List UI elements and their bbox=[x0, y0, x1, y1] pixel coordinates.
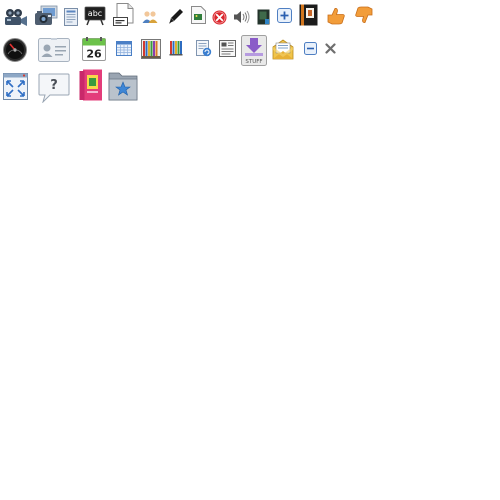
contact-card-icon[interactable] bbox=[38, 38, 70, 62]
spellcheck-text: abc bbox=[88, 9, 102, 18]
book-green-icon[interactable] bbox=[257, 9, 270, 25]
help-bubble-icon[interactable]: ? bbox=[38, 73, 70, 103]
favorites-folder-icon[interactable] bbox=[108, 69, 138, 101]
pencil-icon[interactable] bbox=[168, 8, 184, 24]
blank-page-icon[interactable] bbox=[113, 3, 135, 27]
add-icon[interactable] bbox=[277, 8, 292, 23]
help-mark-text: ? bbox=[50, 78, 58, 93]
close-x-icon[interactable] bbox=[325, 43, 336, 54]
spellcheck-abc-icon[interactable]: abc bbox=[84, 6, 106, 26]
calendar-day-text: 26 bbox=[86, 48, 102, 61]
calendar-icon[interactable]: 26 bbox=[82, 37, 106, 61]
fullscreen-icon[interactable] bbox=[3, 73, 28, 100]
thumbs-up-icon[interactable] bbox=[325, 7, 347, 25]
book-red-icon[interactable] bbox=[79, 69, 103, 101]
users-icon[interactable] bbox=[142, 10, 158, 24]
page-image-icon[interactable] bbox=[191, 6, 206, 24]
bookshelf-color-icon[interactable] bbox=[141, 39, 161, 59]
video-camera-icon[interactable] bbox=[2, 8, 28, 28]
volume-icon[interactable] bbox=[233, 9, 251, 25]
photo-camera-icon[interactable] bbox=[34, 5, 58, 27]
book-dark-icon[interactable] bbox=[299, 4, 318, 26]
minus-icon[interactable] bbox=[304, 42, 317, 55]
download-stuff-label: STUFF bbox=[245, 59, 262, 65]
bookshelf-small-icon[interactable] bbox=[169, 40, 183, 56]
news-page-icon[interactable] bbox=[219, 40, 236, 57]
download-stuff-icon[interactable]: STUFF bbox=[241, 35, 267, 66]
mail-open-icon[interactable] bbox=[272, 38, 294, 60]
speedometer-icon[interactable] bbox=[3, 38, 27, 62]
calendar-grid-icon[interactable] bbox=[116, 41, 132, 56]
page-refresh-icon[interactable] bbox=[196, 40, 212, 57]
document-icon[interactable] bbox=[64, 8, 78, 26]
thumbs-down-icon[interactable] bbox=[353, 6, 375, 24]
cancel-icon[interactable] bbox=[212, 10, 227, 25]
